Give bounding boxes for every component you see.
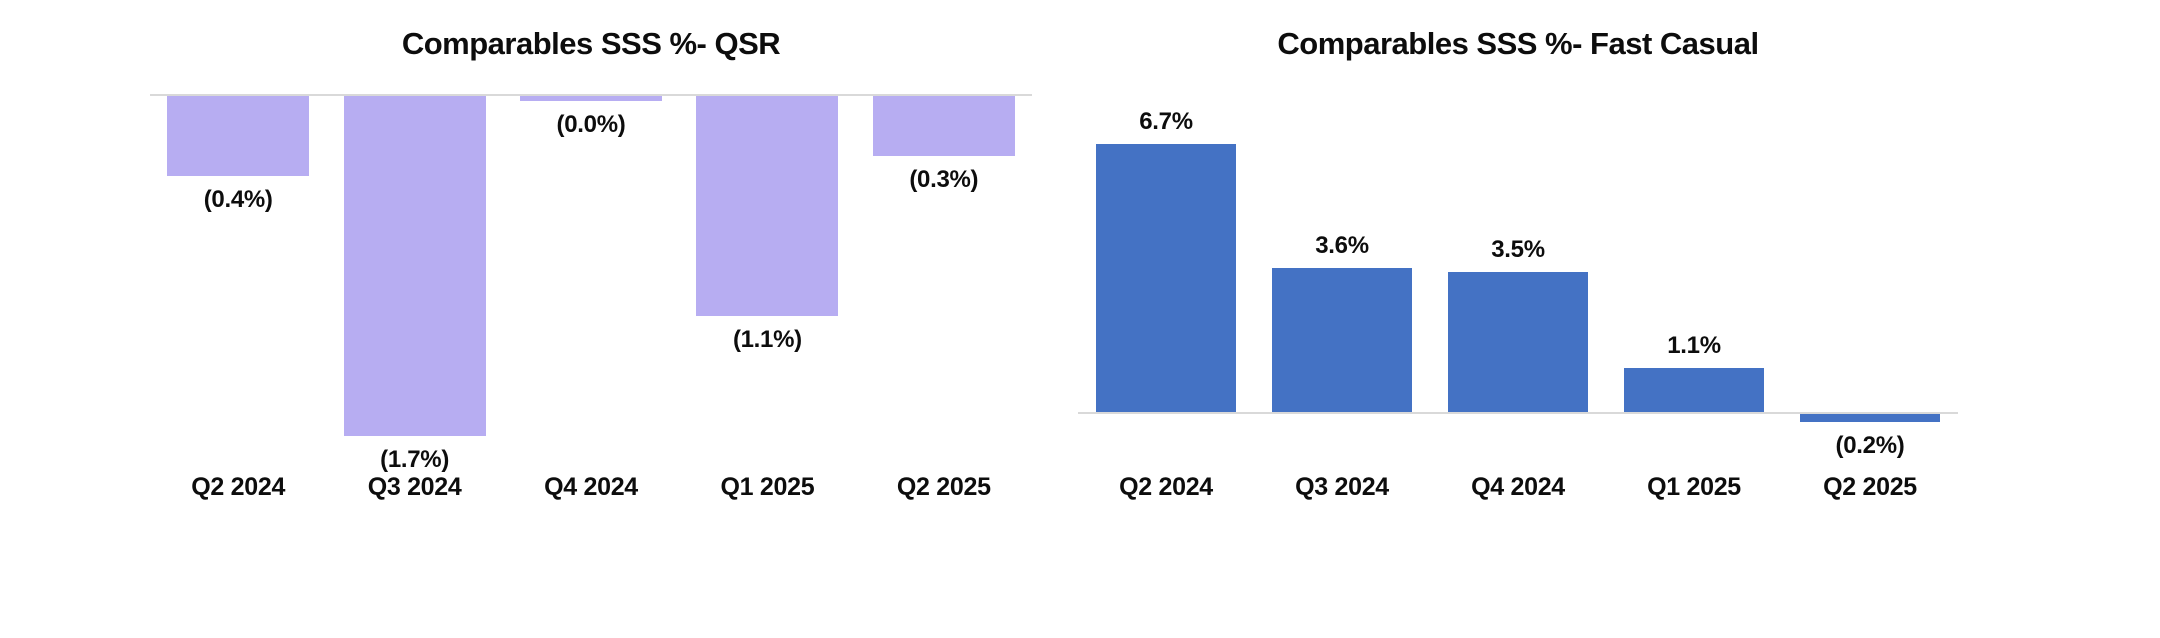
category-label-q2-2025: Q2 2025 <box>896 473 991 501</box>
value-label-q1-2025: (1.1%) <box>732 326 802 353</box>
bar-q1-2025 <box>696 96 839 316</box>
category-label-q2-2025: Q2 2025 <box>1823 473 1917 501</box>
bar-q2-2025 <box>1800 414 1940 422</box>
category-label-q1-2025: Q1 2025 <box>720 473 815 501</box>
bar-q4-2024 <box>1448 272 1588 412</box>
category-label-q3-2024: Q3 2024 <box>1295 473 1389 501</box>
category-label-q4-2024: Q4 2024 <box>544 473 638 501</box>
bar-q3-2024 <box>1272 268 1412 412</box>
value-label-q4-2024: (0.0%) <box>556 111 626 138</box>
value-label-q2-2024: 6.7% <box>1139 108 1193 135</box>
category-label-q2-2024: Q2 2024 <box>191 473 286 501</box>
x-axis-line <box>150 94 1032 96</box>
bar-q2-2024 <box>167 96 310 176</box>
bar-q1-2025 <box>1624 368 1764 412</box>
category-label-q4-2024: Q4 2024 <box>1471 473 1565 501</box>
category-label-q3-2024: Q3 2024 <box>367 473 462 501</box>
value-label-q3-2024: 3.6% <box>1315 232 1369 259</box>
bar-q2-2024 <box>1096 144 1236 412</box>
value-label-q2-2024: (0.4%) <box>203 186 273 213</box>
category-label-q1-2025: Q1 2025 <box>1647 473 1741 501</box>
bar-q4-2024 <box>520 96 662 101</box>
value-label-q3-2024: (1.7%) <box>380 446 450 473</box>
chart-title-fast-casual: Comparables SSS %- Fast Casual <box>1277 26 1759 61</box>
value-label-q4-2024: 3.5% <box>1491 236 1545 263</box>
category-label-q2-2024: Q2 2024 <box>1119 473 1213 501</box>
bar-q2-2025 <box>872 96 1015 156</box>
x-axis-line <box>1078 412 1958 414</box>
value-label-q1-2025: 1.1% <box>1667 332 1721 359</box>
bar-q3-2024 <box>343 96 486 436</box>
chart-title-qsr: Comparables SSS %- QSR <box>401 26 781 61</box>
value-label-q2-2025: (0.3%) <box>909 166 979 193</box>
value-label-q2-2025: (0.2%) <box>1835 432 1905 459</box>
